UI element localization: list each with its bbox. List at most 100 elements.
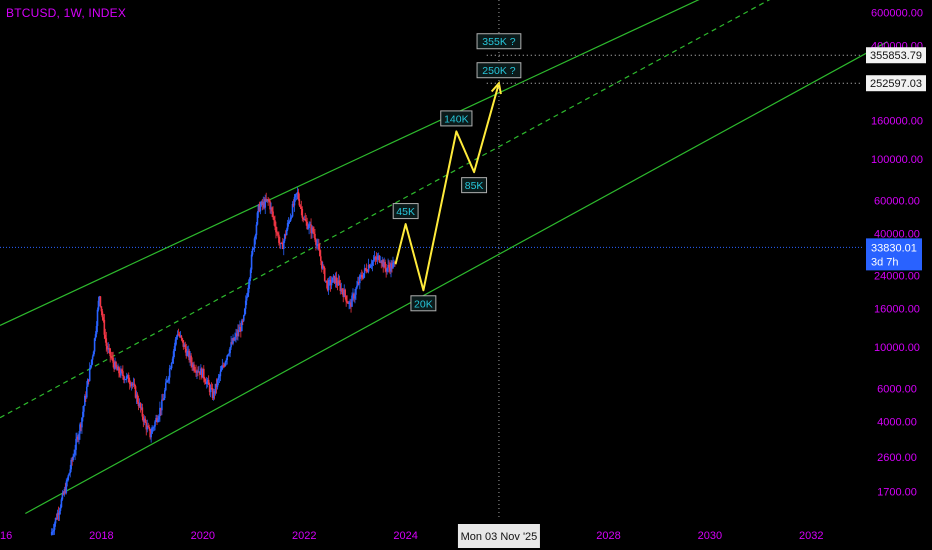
- candle-body: [259, 205, 262, 212]
- candle-body: [151, 428, 153, 434]
- candle-body: [370, 265, 373, 267]
- candle-body: [170, 362, 173, 369]
- candle-body: [197, 371, 199, 373]
- reference-price-text: 355853.79: [870, 50, 922, 62]
- candle-body: [323, 268, 326, 281]
- candle-body: [143, 418, 146, 422]
- candle-body: [288, 221, 291, 223]
- candle-body: [327, 280, 330, 291]
- candle-body: [302, 217, 305, 220]
- candle-body: [149, 429, 151, 438]
- candle-body: [247, 284, 250, 293]
- candle-body: [306, 221, 308, 229]
- candle-body: [336, 283, 339, 286]
- candle-body: [361, 277, 364, 279]
- candle-body: [371, 261, 374, 266]
- candle-body: [304, 218, 307, 221]
- candle-body: [156, 418, 158, 423]
- y-tick-label: 4000.00: [877, 417, 917, 429]
- candle-body: [201, 368, 203, 378]
- candle-body: [194, 370, 196, 372]
- projection-path[interactable]: [394, 82, 500, 292]
- annotations-layer: 45K 20K 140K 85K 250K ? 355K ?: [392, 33, 522, 312]
- annotation-label[interactable]: 45K: [392, 203, 419, 220]
- candle-body: [126, 374, 129, 376]
- annotation-label[interactable]: 20K: [410, 295, 437, 312]
- candle-body: [257, 204, 260, 213]
- candle-body: [251, 248, 254, 255]
- candle-body: [100, 306, 103, 312]
- candle-body: [340, 288, 343, 292]
- reference-lines-layer: [0, 54, 862, 248]
- x-axis[interactable]: 2016 2018 2020 2022 2024 2028 2030 2032 Mon 03 N…: [0, 524, 824, 548]
- candle-body: [214, 383, 217, 394]
- candle-body: [242, 315, 245, 321]
- candle-body: [177, 334, 180, 336]
- candle-body: [369, 265, 372, 268]
- current-price-tag: 33830.01 3d 7h: [866, 238, 922, 271]
- y-tick-label: 600000.00: [871, 8, 923, 20]
- candle-body: [338, 280, 341, 284]
- candle-body: [161, 399, 163, 411]
- candle-body: [325, 280, 328, 283]
- candle-body: [386, 268, 388, 272]
- y-axis[interactable]: 600000.00400000.00160000.00100000.006000…: [866, 8, 926, 499]
- candle-body: [293, 197, 296, 206]
- x-tick-label: 2022: [292, 530, 316, 542]
- candle-body: [119, 373, 121, 376]
- annotation-label[interactable]: 140K: [440, 110, 473, 127]
- candle-body: [256, 212, 259, 225]
- candle-body: [182, 340, 185, 347]
- candle-body: [347, 302, 349, 305]
- annotation-label[interactable]: 250K ?: [476, 62, 522, 79]
- candle-body: [252, 248, 255, 250]
- candle-body: [69, 469, 72, 474]
- candle-body: [53, 523, 56, 530]
- candle-body: [129, 384, 132, 386]
- price-series-layer: [50, 187, 396, 536]
- candle-body: [355, 288, 357, 295]
- candle-body: [260, 201, 263, 206]
- annotation-box: [476, 62, 522, 79]
- candle-body: [136, 394, 139, 402]
- annotation-text: 250K ?: [482, 65, 515, 77]
- candle-body: [242, 320, 244, 322]
- candle-body: [374, 257, 377, 259]
- candle-body: [183, 344, 186, 347]
- annotation-label[interactable]: 85K: [461, 177, 488, 194]
- y-tick-label: 2600.00: [877, 452, 917, 464]
- candle-body: [188, 350, 190, 361]
- candle-body: [174, 339, 177, 347]
- candle-body: [286, 223, 289, 230]
- candle-body: [55, 517, 58, 520]
- candle-body: [364, 268, 367, 270]
- candle-body: [315, 239, 317, 245]
- candle-body: [349, 302, 351, 304]
- candle-body: [284, 234, 287, 236]
- candle-body: [193, 364, 195, 371]
- projection-arrowhead: [490, 81, 502, 95]
- candle-body: [128, 382, 131, 385]
- candle-body: [309, 224, 311, 226]
- candle-body: [210, 388, 213, 390]
- annotation-label[interactable]: 355K ?: [476, 33, 522, 50]
- candle-body: [114, 361, 116, 369]
- candle-body: [368, 265, 371, 268]
- candle-body: [117, 366, 119, 371]
- candle-body: [92, 351, 95, 357]
- candle-body: [316, 244, 318, 246]
- candle-body: [206, 379, 209, 382]
- candle-body: [163, 398, 165, 401]
- candle-body: [211, 388, 214, 399]
- candle-body: [158, 416, 160, 420]
- y-tick-label: 60000.00: [874, 196, 920, 208]
- candle-body: [205, 381, 208, 385]
- candle-body: [112, 357, 114, 363]
- candle-body: [378, 255, 381, 262]
- candle-body: [60, 499, 63, 508]
- candle-body: [223, 365, 226, 367]
- candle-body: [79, 424, 81, 434]
- candle-body: [231, 342, 233, 344]
